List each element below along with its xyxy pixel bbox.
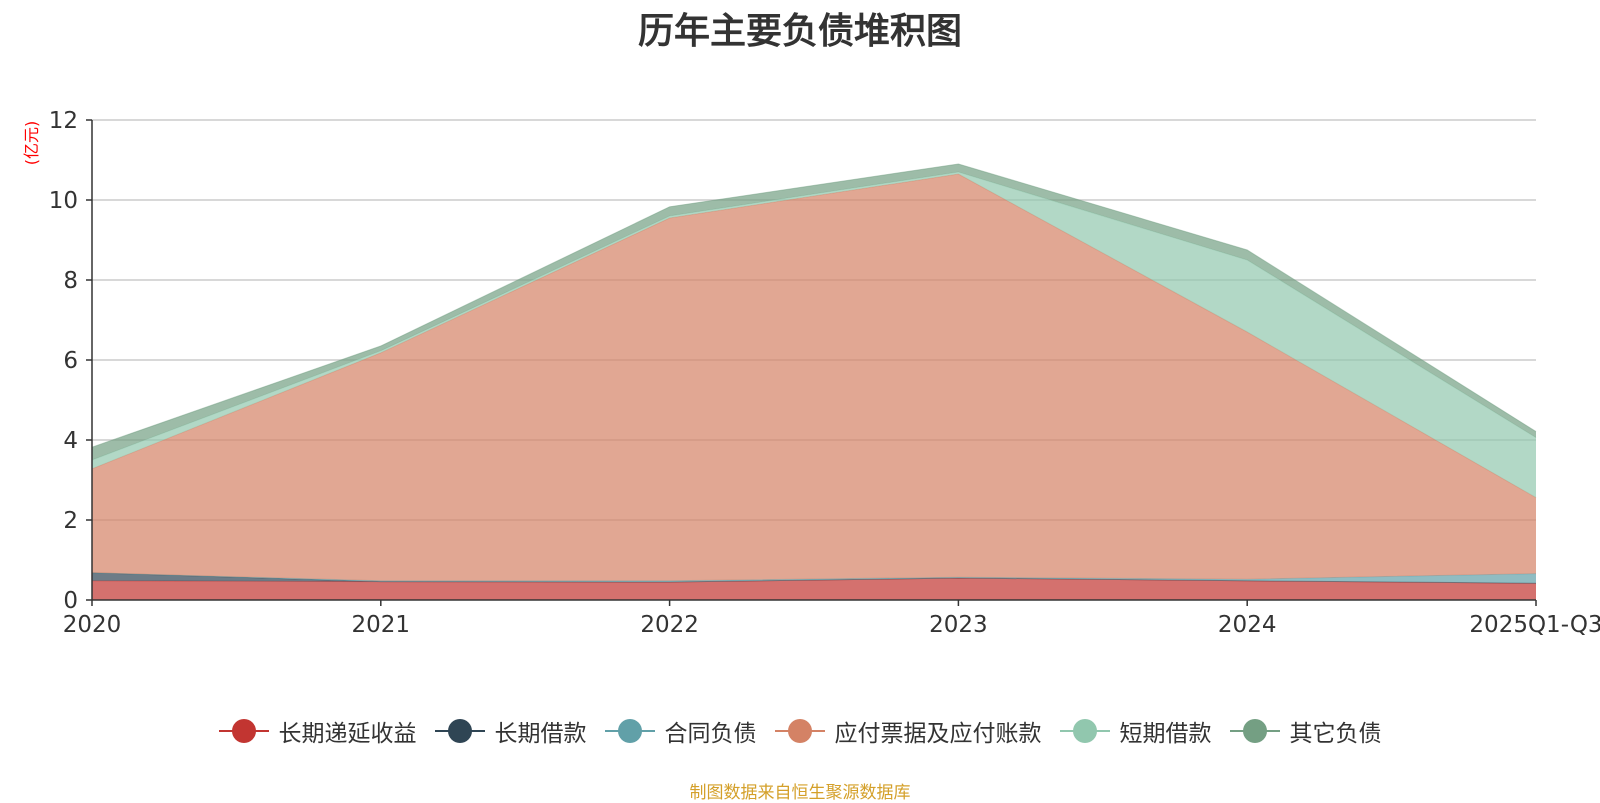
y-tick-label: 8	[63, 268, 78, 294]
source-note: 制图数据来自恒生聚源数据库	[689, 783, 911, 803]
legend-item[interactable]: 短期借款	[1059, 714, 1212, 748]
stacked-areas	[91, 163, 1537, 600]
chart-title: 历年主要负债堆积图	[637, 11, 962, 52]
legend-marker-icon	[774, 719, 825, 743]
x-tick-label: 2020	[63, 612, 122, 638]
legend-marker-dot	[231, 719, 256, 743]
legend-marker-icon	[1059, 719, 1110, 743]
y-tick-label: 6	[63, 348, 78, 374]
y-tick-label: 4	[63, 428, 78, 454]
legend-item[interactable]: 应付票据及应付账款	[774, 714, 1042, 748]
legend-marker-icon	[1229, 719, 1280, 743]
legend-item[interactable]: 其它负债	[1229, 714, 1382, 748]
area-series-5	[92, 164, 1536, 460]
area-series-4	[92, 172, 1536, 498]
legend-item[interactable]: 长期递延收益	[218, 714, 417, 748]
x-tick-label: 2021	[352, 612, 411, 638]
area-line-series-5	[91, 163, 1537, 448]
x-tick-label: 2022	[640, 612, 699, 638]
y-tick-label: 12	[49, 108, 78, 134]
legend-label: 合同负债	[664, 721, 757, 747]
area-series-0	[92, 578, 1536, 600]
x-tick-label: 2023	[929, 612, 988, 638]
y-axis-unit-label: (亿元)	[22, 121, 41, 166]
x-tick-label: 2024	[1218, 612, 1277, 638]
legend: 长期递延收益 长期借款 合同负债 应付票据及应付账款 短期借款 其它负债	[0, 714, 1600, 748]
legend-marker-dot	[787, 719, 812, 743]
y-tick-label: 10	[49, 188, 78, 214]
legend-marker-dot	[447, 719, 472, 743]
y-tick-label: 2	[63, 508, 78, 534]
legend-marker-icon	[218, 719, 269, 743]
legend-label: 长期递延收益	[278, 721, 417, 747]
legend-marker-dot	[617, 719, 642, 743]
legend-label: 长期借款	[494, 721, 587, 747]
area-series-3	[92, 174, 1536, 581]
legend-label: 其它负债	[1289, 721, 1382, 747]
legend-marker-icon	[434, 719, 485, 743]
legend-marker-dot	[1242, 719, 1267, 743]
axes: 0 2 4 6 8 10 12 2020 2021 2022 2023 2024 2025Q1-Q3	[49, 108, 1600, 638]
legend-label: 短期借款	[1119, 721, 1212, 747]
legend-marker-dot	[1072, 719, 1097, 743]
x-tick-label: 2025Q1-Q3	[1469, 612, 1600, 638]
y-tick-label: 0	[63, 588, 78, 614]
legend-label: 应付票据及应付账款	[834, 721, 1042, 747]
legend-item[interactable]: 合同负债	[604, 714, 757, 748]
legend-item[interactable]: 长期借款	[434, 714, 587, 748]
legend-marker-icon	[604, 719, 655, 743]
